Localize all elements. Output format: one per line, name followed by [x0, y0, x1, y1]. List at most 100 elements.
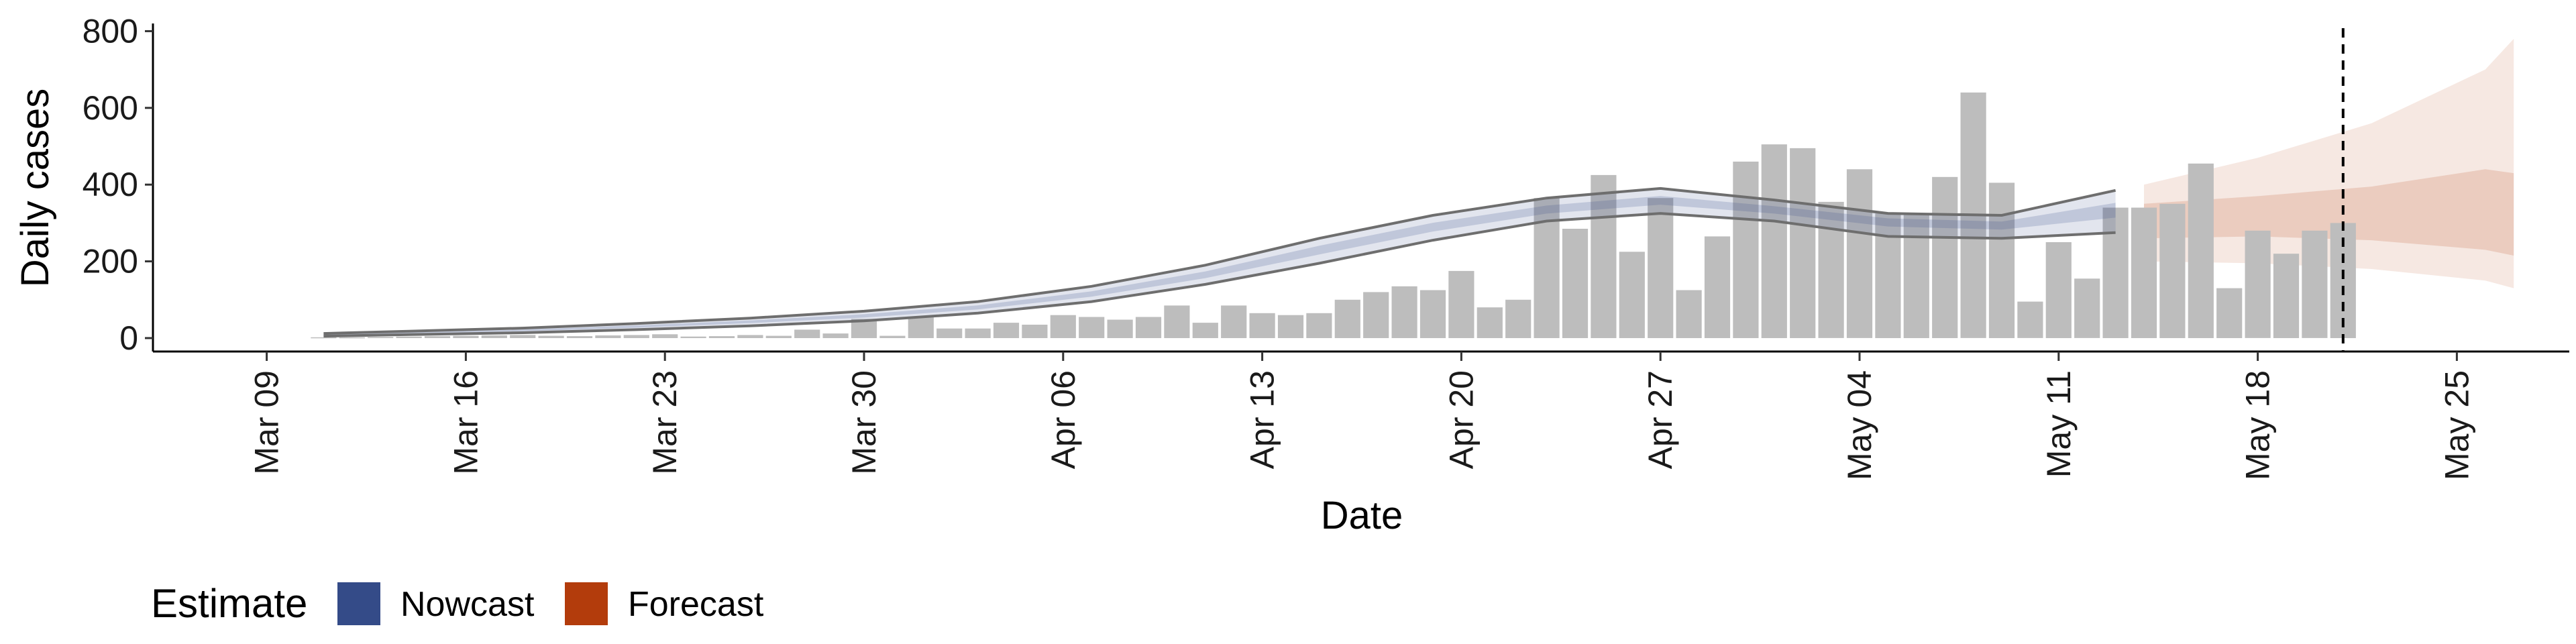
- bar-2020-05-19: [2273, 254, 2300, 338]
- legend-swatch-forecast: [565, 582, 608, 625]
- bar-2020-04-08: [1107, 319, 1133, 338]
- bar-2020-04-18: [1391, 286, 1417, 338]
- bar-2020-04-13: [1249, 313, 1275, 338]
- forecast-bands: [2144, 38, 2514, 288]
- bar-2020-03-29: [822, 333, 849, 338]
- bar-2020-04-30: [1733, 161, 1759, 338]
- bar-2020-03-14: [396, 336, 422, 338]
- bar-2020-05-10: [2017, 301, 2043, 338]
- bar-2020-04-26: [1619, 252, 1645, 338]
- x-tick-label-2020-03-09: Mar 09: [248, 370, 286, 475]
- bar-2020-04-12: [1221, 305, 1247, 338]
- bar-2020-05-15: [2159, 203, 2186, 338]
- y-tick-label-800: 800: [83, 12, 138, 50]
- bar-2020-04-21: [1477, 307, 1503, 338]
- bar-2020-05-02: [1790, 148, 1816, 338]
- legend-label-forecast: Forecast: [628, 585, 764, 624]
- bar-2020-04-14: [1277, 315, 1304, 338]
- y-tick-label-0: 0: [119, 319, 138, 357]
- x-tick-label-2020-03-23: Mar 23: [646, 370, 684, 475]
- bar-2020-04-24: [1562, 229, 1589, 338]
- bar-2020-04-05: [1022, 325, 1048, 338]
- bar-2020-05-17: [2216, 288, 2243, 338]
- bar-2020-05-07: [1932, 176, 1958, 338]
- bar-2020-03-31: [879, 335, 906, 338]
- y-tick-label-400: 400: [83, 166, 138, 203]
- x-tick-label-2020-04-27: Apr 27: [1642, 370, 1679, 469]
- bar-2020-04-25: [1591, 174, 1617, 338]
- y-tick-label-200: 200: [83, 243, 138, 280]
- bar-2020-03-17: [481, 335, 507, 338]
- bar-2020-03-24: [680, 336, 706, 338]
- forecast-band-50: [2144, 169, 2514, 256]
- bar-2020-04-07: [1079, 317, 1105, 338]
- x-tick-label-2020-04-13: Apr 13: [1244, 370, 1281, 469]
- bar-2020-05-12: [2074, 278, 2100, 338]
- bar-2020-04-29: [1704, 236, 1731, 338]
- bar-2020-05-16: [2188, 163, 2214, 339]
- bar-2020-03-25: [708, 336, 735, 338]
- bar-2020-03-16: [453, 335, 479, 338]
- bar-2020-03-23: [652, 334, 678, 338]
- legend: Estimate Nowcast Forecast: [151, 581, 764, 626]
- legend-swatch-nowcast: [337, 582, 380, 625]
- bar-2020-03-21: [595, 335, 621, 338]
- legend-title: Estimate: [151, 581, 307, 626]
- bar-2020-05-18: [2245, 230, 2271, 338]
- x-tick-label-2020-05-25: May 25: [2438, 370, 2475, 480]
- bar-2020-03-26: [737, 335, 763, 338]
- bar-2020-03-13: [368, 337, 394, 338]
- bar-2020-04-03: [965, 328, 991, 338]
- x-tick-label-2020-03-30: Mar 30: [845, 370, 883, 475]
- bar-2020-03-27: [765, 335, 792, 338]
- bar-2020-04-06: [1050, 315, 1076, 338]
- bar-2020-04-04: [993, 323, 1020, 338]
- forecast-band-90: [2144, 38, 2514, 288]
- bar-2020-05-06: [1903, 213, 1929, 338]
- x-tick-label-2020-05-04: May 04: [1841, 370, 1878, 480]
- bar-2020-05-09: [1988, 182, 2015, 338]
- nowcast-lower-line: [323, 212, 2116, 338]
- x-tick-label-2020-05-11: May 11: [2040, 370, 2078, 478]
- bar-2020-04-01: [908, 317, 934, 338]
- bar-2020-04-17: [1363, 292, 1389, 338]
- bar-2020-03-22: [623, 335, 649, 338]
- bar-2020-04-02: [936, 328, 963, 338]
- bar-2020-05-20: [2302, 230, 2328, 338]
- bar-2020-04-27: [1648, 198, 1674, 338]
- x-tick-label-2020-04-06: Apr 06: [1044, 370, 1082, 469]
- legend-label-nowcast: Nowcast: [400, 585, 535, 624]
- bar-2020-04-15: [1306, 313, 1332, 338]
- nowcast-upper-line: [323, 186, 2116, 335]
- bar-2020-04-11: [1192, 323, 1218, 338]
- bar-2020-04-19: [1419, 290, 1446, 338]
- y-axis-title: Daily cases: [13, 89, 57, 288]
- bar-2020-04-10: [1164, 305, 1190, 338]
- bar-2020-05-14: [2131, 207, 2157, 338]
- axes: [152, 23, 2569, 353]
- bar-2020-05-11: [2045, 242, 2072, 338]
- bar-2020-05-03: [1818, 201, 1844, 338]
- x-axis-title: Date: [1321, 494, 1403, 537]
- bar-2020-03-19: [538, 335, 564, 338]
- y-tick-label-600: 600: [83, 89, 138, 127]
- bar-2020-04-09: [1135, 317, 1162, 338]
- bar-2020-05-13: [2102, 207, 2129, 338]
- bar-2020-04-16: [1334, 299, 1360, 338]
- bar-2020-03-11: [311, 337, 337, 339]
- bar-2020-03-18: [510, 335, 536, 338]
- bar-2020-03-15: [424, 336, 451, 338]
- nowcast-bands: [323, 186, 2116, 338]
- x-tick-label-2020-04-20: Apr 20: [1442, 370, 1480, 469]
- x-tick-label-2020-05-18: May 18: [2239, 370, 2277, 480]
- bar-2020-03-20: [566, 336, 593, 338]
- bar-2020-04-28: [1676, 290, 1702, 338]
- bar-2020-04-22: [1505, 299, 1532, 338]
- bar-2020-03-28: [794, 329, 820, 338]
- tick-marks: 0 200 400 600 800 Mar 09 Mar 16 Mar 23 Mar 30 Apr…: [83, 12, 2476, 480]
- x-tick-label-2020-03-16: Mar 16: [447, 370, 484, 475]
- bar-2020-05-04: [1846, 169, 1873, 338]
- bar-2020-04-20: [1448, 270, 1474, 338]
- bar-2020-05-01: [1761, 144, 1787, 338]
